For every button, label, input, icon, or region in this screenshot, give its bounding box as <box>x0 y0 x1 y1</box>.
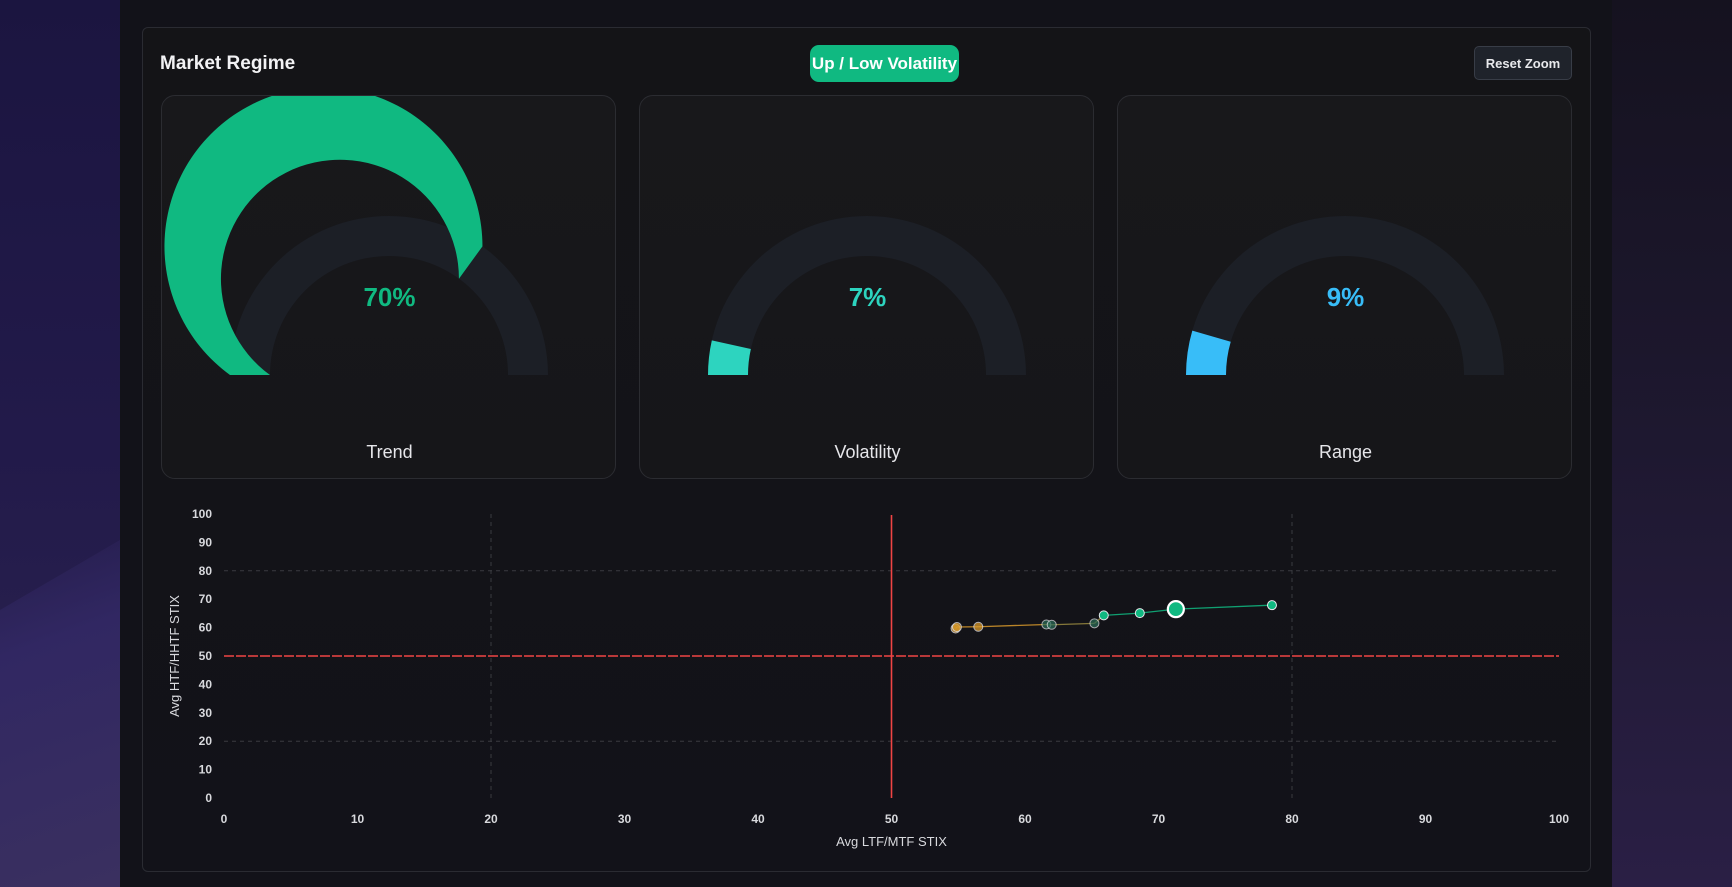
gauge-card-range: 9% Range <box>1117 95 1572 479</box>
gauge-card-volatility: 7% Volatility <box>639 95 1094 479</box>
trail-segment <box>978 623 1047 628</box>
current-point[interactable] <box>1166 600 1185 619</box>
background-right-gradient <box>1612 0 1732 887</box>
x-tick-label: 20 <box>484 812 498 826</box>
y-tick-label: 40 <box>199 677 213 691</box>
gauge-label-range: Range <box>1318 442 1373 462</box>
y-tick-label: 20 <box>199 734 213 748</box>
trail-point[interactable] <box>1046 619 1057 630</box>
y-tick-label: 10 <box>199 763 213 777</box>
trail-point[interactable] <box>951 622 962 633</box>
x-tick-label: 40 <box>751 812 765 826</box>
x-tick-label: 10 <box>351 812 365 826</box>
gauge-value-trend: 70% <box>363 282 416 312</box>
regime-scatter-chart[interactable]: 0 10 20 30 40 50 60 70 80 90 100 0 10 20 30 40 50 60 70 80 9… <box>143 28 1592 873</box>
trail-point[interactable] <box>1266 600 1277 611</box>
background-left-gradient <box>0 0 120 887</box>
trail-point[interactable] <box>973 621 984 632</box>
gauge-card-trend: 70% Trend <box>161 95 616 479</box>
x-tick-label: 70 <box>1152 812 1166 826</box>
y-tick-label: 90 <box>199 535 213 549</box>
y-tick-label: 100 <box>192 507 212 521</box>
trail-point[interactable] <box>1134 608 1145 619</box>
gauge-value-volatility: 7% <box>848 282 887 312</box>
x-tick-label: 30 <box>618 812 632 826</box>
x-tick-label: 60 <box>1018 812 1032 826</box>
x-tick-label: 100 <box>1549 812 1569 826</box>
panel-title: Market Regime <box>160 53 296 74</box>
x-axis-label: Avg LTF/MTF STIX <box>836 834 947 849</box>
gauge-trend-svg <box>164 96 548 375</box>
gauge-fill <box>708 340 751 375</box>
gauge-fill <box>164 96 483 375</box>
gauge-label-trend: Trend <box>366 442 413 462</box>
y-tick-label: 60 <box>199 621 213 635</box>
x-tick-label: 90 <box>1419 812 1433 826</box>
gauge-track <box>708 215 1026 375</box>
trail-point[interactable] <box>1089 618 1100 629</box>
trail-segment <box>1103 612 1140 617</box>
gauge-volatility-svg <box>708 215 1026 375</box>
y-tick-label: 80 <box>199 564 213 578</box>
regime-badge: Up / Low Volatility <box>810 45 959 82</box>
trail-point[interactable] <box>1098 610 1109 621</box>
gauge-label-volatility: Volatility <box>834 442 901 462</box>
y-axis-label: Avg HTF/HHTF STIX <box>167 595 182 717</box>
y-tick-label: 70 <box>199 592 213 606</box>
y-tick-label: 50 <box>199 649 213 663</box>
trail-segment <box>1051 622 1095 626</box>
trail-segment <box>1175 604 1273 610</box>
reset-zoom-button[interactable]: Reset Zoom <box>1474 46 1572 80</box>
x-tick-label: 0 <box>221 812 228 826</box>
gauge-track <box>1186 215 1504 375</box>
gauge-range-svg <box>1186 215 1504 375</box>
x-tick-label: 50 <box>885 812 899 826</box>
x-tick-label: 80 <box>1285 812 1299 826</box>
y-tick-label: 0 <box>205 791 212 805</box>
market-regime-panel: Market Regime Up / Low Volatility Reset … <box>142 27 1591 872</box>
y-tick-label: 30 <box>199 706 213 720</box>
gauge-fill <box>1186 330 1231 375</box>
gauge-value-range: 9% <box>1326 282 1365 312</box>
